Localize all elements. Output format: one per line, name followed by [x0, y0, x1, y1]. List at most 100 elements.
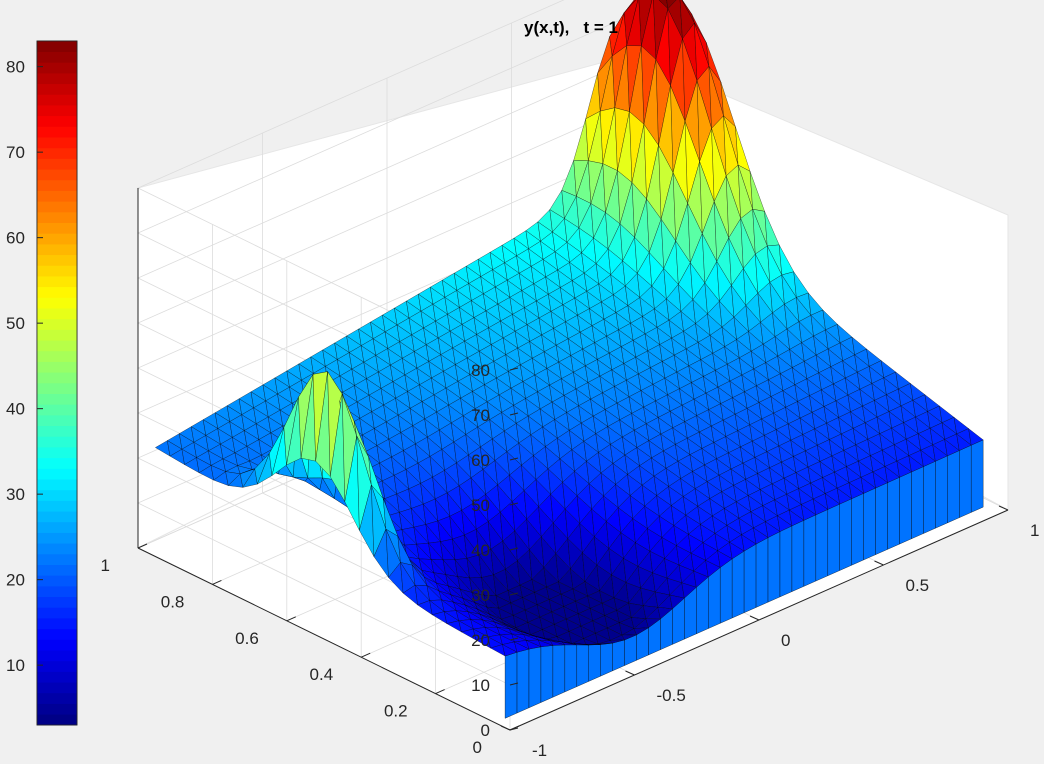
colorbar-band — [37, 425, 77, 437]
surface-skirt-face — [827, 503, 840, 577]
z-tick-label: 40 — [471, 541, 490, 560]
colorbar-band — [37, 147, 77, 159]
surface-skirt-face — [564, 644, 577, 693]
surface-skirt-face — [887, 477, 900, 550]
colorbar-band — [37, 586, 77, 598]
colorbar-band — [37, 521, 77, 533]
colorbar-band — [37, 51, 77, 63]
surface-skirt-face — [588, 644, 601, 682]
surface-face — [872, 471, 888, 489]
surface-face — [645, 618, 661, 628]
colorbar-band — [37, 468, 77, 480]
colorbar-tick-label: 10 — [6, 656, 25, 675]
surface-face — [813, 498, 829, 516]
colorbar-tick-label: 30 — [6, 485, 25, 504]
surface-skirt-face — [851, 493, 864, 566]
surface-skirt-face — [803, 514, 817, 587]
colorbar-band — [37, 372, 77, 384]
surface-face — [908, 455, 924, 473]
x-tick-mark — [749, 615, 760, 621]
colorbar-band — [37, 297, 77, 309]
surface-face — [777, 515, 793, 532]
colorbar-band — [37, 532, 77, 544]
y-tick-mark — [435, 689, 445, 695]
tick-labels: 0 10 20 30 40 50 60 70 80 0 0.2 0.4 0.6 0.8 1 -1 -0.5 0 0.… — [101, 361, 1040, 760]
colorbar-band — [37, 479, 77, 491]
colorbar-band — [37, 575, 77, 587]
colorbar-tick-labels: 10 20 30 40 50 60 70 80 — [6, 58, 43, 675]
x-tick-mark — [998, 505, 1009, 511]
surface-face — [789, 509, 805, 527]
colorbar-tick-label: 40 — [6, 400, 25, 419]
surface-face — [836, 487, 852, 505]
colorbar-band — [37, 714, 77, 726]
colorbar-band — [37, 340, 77, 352]
surface-skirt-face — [720, 558, 733, 624]
surface-skirt-face — [731, 550, 745, 619]
colorbar-band — [37, 105, 77, 117]
y-tick-label: 0.8 — [161, 592, 185, 611]
surface-skirt-face — [875, 482, 888, 555]
z-tick-mark — [509, 637, 519, 641]
surface-face — [968, 428, 984, 446]
surface-skirt-face — [504, 651, 518, 719]
x-tick-label: 0.5 — [906, 576, 930, 595]
colorbar-band — [37, 500, 77, 512]
colorbar-band — [37, 361, 77, 373]
surface-face — [574, 643, 589, 646]
z-tick-label: 0 — [481, 721, 490, 740]
colorbar-band — [37, 489, 77, 501]
surface-skirt-face — [815, 509, 828, 582]
surface-skirt-face — [576, 644, 589, 687]
colorbar-band — [37, 137, 77, 149]
y-tick-label: 0.4 — [310, 665, 334, 684]
colorbar-band — [37, 650, 77, 662]
surface-skirt-face — [947, 450, 960, 524]
colorbar-band — [37, 564, 77, 576]
surface-face — [741, 534, 757, 552]
surface-face — [681, 582, 697, 599]
surface-skirt-face — [791, 520, 805, 592]
colorbar-band — [37, 543, 77, 555]
colorbar[interactable]: 10 20 30 40 50 60 70 80 — [6, 40, 78, 726]
y-tick-mark — [137, 543, 148, 549]
surface-face — [669, 594, 685, 610]
surface-skirt-face — [743, 543, 757, 613]
tick-marks — [137, 367, 1009, 731]
surface-face — [538, 639, 553, 647]
surface-skirt-face — [899, 471, 912, 545]
colorbar-band — [37, 436, 77, 448]
y-tick-mark — [286, 616, 297, 622]
colorbar-band — [37, 639, 77, 651]
colorbar-band — [37, 233, 77, 245]
surface-skirt-face — [779, 525, 793, 598]
z-tick-label: 70 — [471, 406, 490, 425]
surface-face — [884, 466, 900, 483]
y-tick-label: 0 — [473, 738, 482, 757]
colorbar-tick-label: 50 — [6, 314, 25, 333]
surface-face — [526, 640, 542, 650]
surface-skirt-face — [755, 537, 769, 608]
colorbar-band — [37, 286, 77, 298]
surface-skirt-face — [516, 648, 530, 714]
surface-face — [561, 641, 577, 646]
z-tick-label: 50 — [471, 496, 490, 515]
surface-face — [705, 560, 721, 578]
colorbar-band — [37, 318, 77, 330]
colorbar-band — [37, 212, 77, 223]
chart-title: y(x,t), t = 1 — [524, 18, 618, 37]
colorbar-band — [37, 126, 77, 138]
colorbar-band — [37, 62, 77, 74]
surface-skirt-face — [540, 645, 554, 703]
colorbar-tick-label: 20 — [6, 571, 25, 590]
y-tick-label: 0.2 — [384, 702, 408, 721]
surface-face — [848, 482, 864, 499]
colorbar-band — [37, 692, 77, 704]
colorbar-band — [37, 73, 77, 85]
surface-face — [502, 644, 518, 657]
colorbar-band — [37, 628, 77, 640]
colorbar-band — [37, 94, 77, 106]
surface-skirt-face — [923, 460, 936, 534]
surface-face — [657, 607, 673, 620]
